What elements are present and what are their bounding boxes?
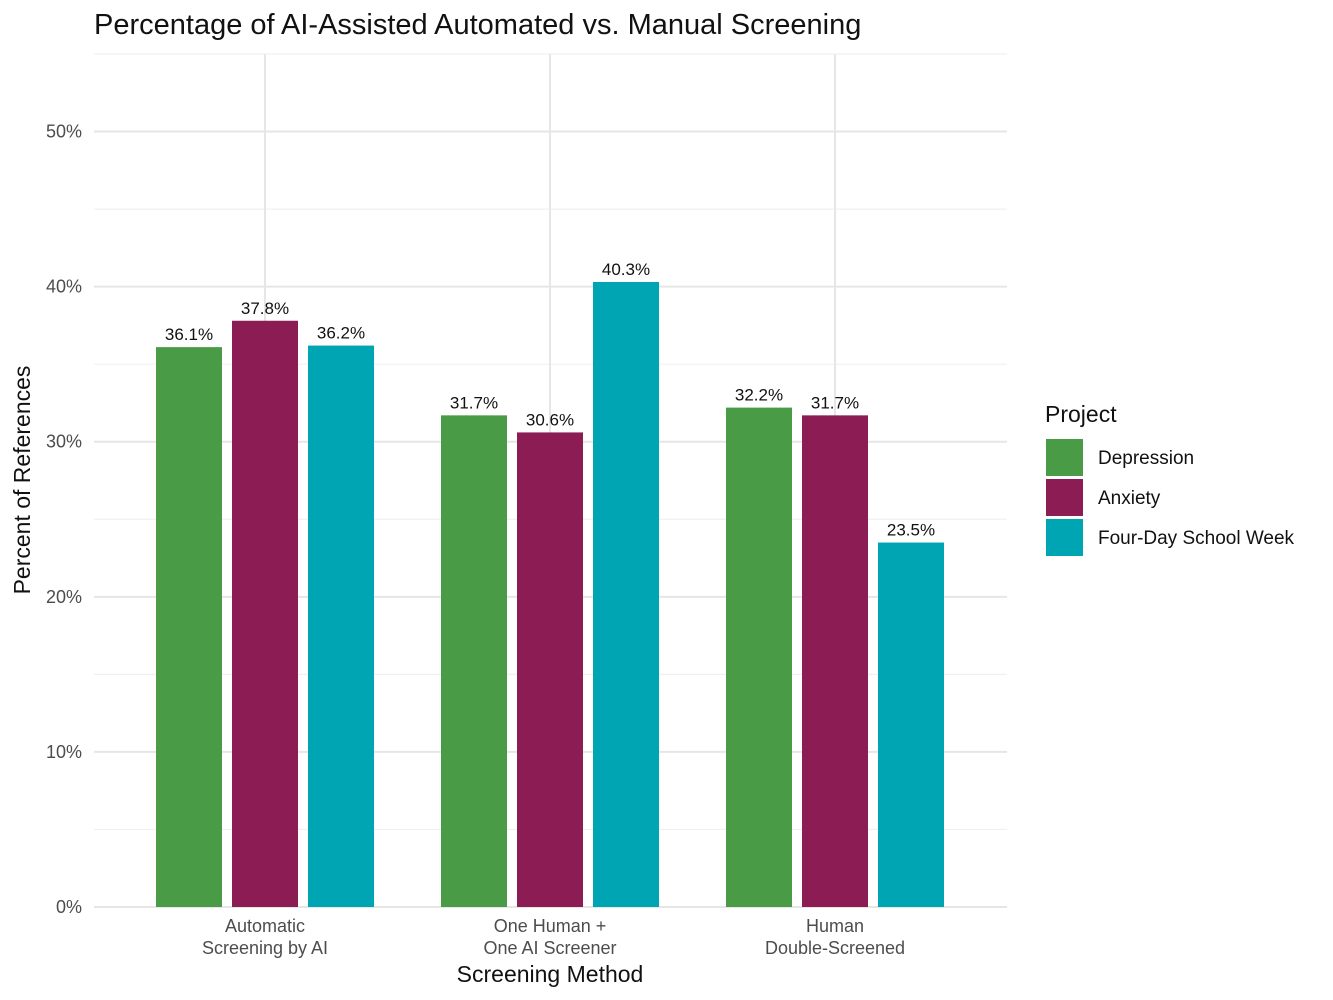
bars (156, 281, 944, 908)
data-labels: 36.1% 37.8% 36.2% 31.7% 30.6% 40.3% 32.2% 31.7%… (165, 260, 935, 540)
data-label: 37.8% (241, 299, 289, 318)
bar-four-day-school-week-2 (593, 281, 659, 907)
bar-four-day-school-week-3 (878, 542, 944, 907)
bar-depression-2 (441, 415, 507, 907)
legend-swatch (1046, 479, 1083, 516)
data-label: 31.7% (811, 393, 859, 412)
x-tick-label: Automatic (225, 916, 305, 936)
y-tick-label: 0% (56, 897, 82, 917)
data-label: 30.6% (526, 410, 574, 429)
data-label: 40.3% (602, 260, 650, 279)
data-label: 31.7% (450, 393, 498, 412)
x-tick-label: Human (806, 916, 864, 936)
legend-label: Depression (1098, 448, 1194, 469)
legend-swatch (1046, 439, 1083, 476)
data-label: 36.1% (165, 325, 213, 344)
y-tick-label: 10% (46, 742, 82, 762)
x-tick-label: One Human + (494, 916, 607, 936)
x-axis-title: Screening Method (457, 961, 644, 987)
y-tick-label: 30% (46, 432, 82, 452)
legend-swatch (1046, 519, 1083, 556)
bar-four-day-school-week-1 (308, 345, 374, 907)
x-tick-label: Screening by AI (202, 938, 328, 958)
bar-anxiety-2 (517, 432, 583, 907)
x-tick-label: One AI Screener (483, 938, 616, 958)
bar-depression-3 (726, 407, 792, 907)
bar-anxiety-3 (802, 415, 868, 907)
legend-label: Anxiety (1098, 488, 1161, 509)
data-label: 32.2% (735, 386, 783, 405)
legend: Project Depression Anxiety Four-Day School… (1045, 401, 1295, 556)
y-tick-label: 20% (46, 587, 82, 607)
legend-label: Four-Day School Week (1098, 528, 1295, 549)
x-tick-label: Double-Screened (765, 938, 905, 958)
y-tick-label: 40% (46, 277, 82, 297)
bar-depression-1 (156, 347, 222, 907)
y-axis-ticks: 0% 10% 20% 30% 40% 50% (46, 122, 82, 917)
y-axis-title: Percent of References (9, 366, 35, 595)
data-label: 23.5% (887, 521, 935, 540)
bar-anxiety-1 (232, 320, 298, 908)
y-tick-label: 50% (46, 122, 82, 142)
data-label: 36.2% (317, 324, 365, 343)
legend-title: Project (1045, 401, 1117, 427)
chart-title: Percentage of AI-Assisted Automated vs. … (94, 9, 861, 41)
